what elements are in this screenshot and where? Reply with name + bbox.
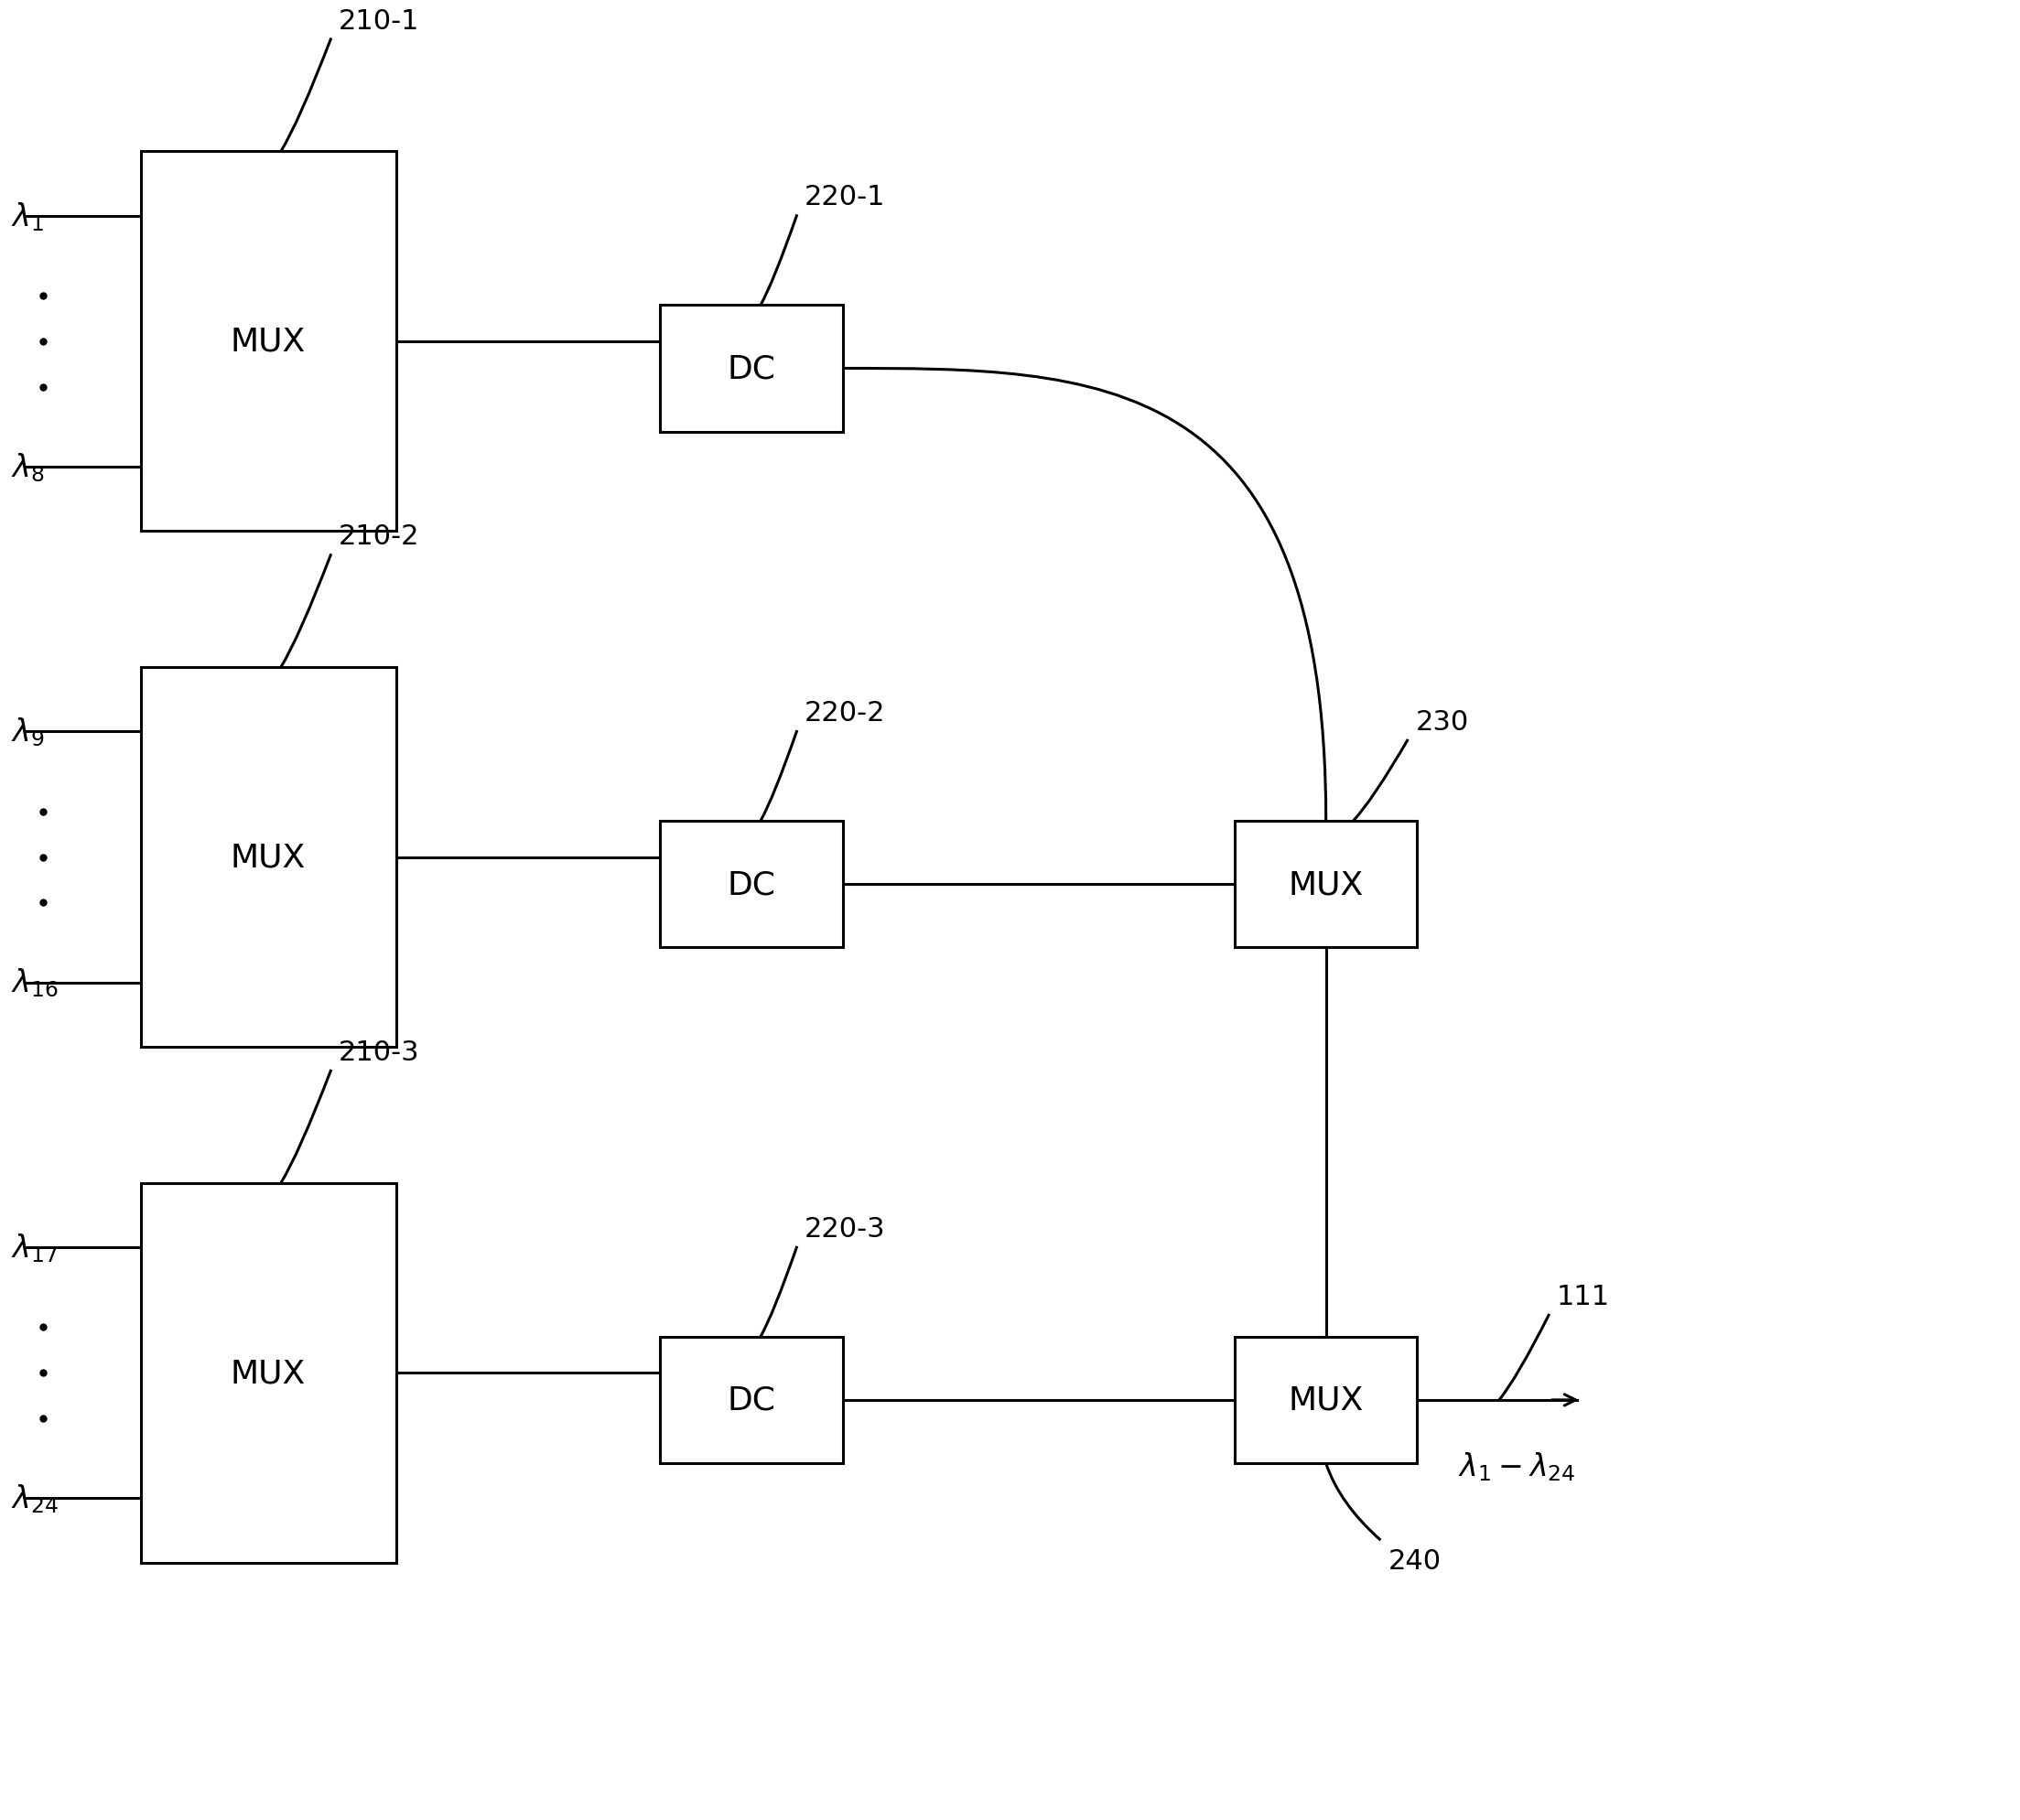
Text: DC: DC: [727, 868, 776, 901]
Text: 210-2: 210-2: [339, 524, 420, 550]
Text: MUX: MUX: [230, 326, 305, 357]
Text: 210-1: 210-1: [339, 7, 420, 35]
Bar: [661, 821, 842, 948]
Text: 230: 230: [1416, 708, 1469, 735]
Text: 220-1: 220-1: [804, 184, 885, 211]
Bar: [1234, 1338, 1418, 1463]
Text: MUX: MUX: [230, 843, 305, 874]
Text: MUX: MUX: [230, 1358, 305, 1389]
Text: 111: 111: [1557, 1283, 1610, 1310]
Text: $\lambda_1$: $\lambda_1$: [10, 200, 44, 233]
Bar: [141, 151, 396, 531]
Text: $\lambda_{16}$: $\lambda_{16}$: [10, 966, 59, 999]
Text: $\lambda_8$: $\lambda_8$: [10, 451, 44, 484]
Bar: [1234, 821, 1418, 948]
Text: $\lambda_{24}$: $\lambda_{24}$: [10, 1481, 59, 1514]
Bar: [661, 1338, 842, 1463]
Text: 220-3: 220-3: [804, 1216, 885, 1241]
Text: 220-2: 220-2: [804, 699, 885, 726]
Text: 240: 240: [1388, 1547, 1440, 1574]
Bar: [141, 1183, 396, 1563]
Text: MUX: MUX: [1289, 868, 1364, 901]
Text: DC: DC: [727, 353, 776, 384]
Text: $\lambda_9$: $\lambda_9$: [10, 715, 44, 748]
Bar: [661, 306, 842, 433]
Text: MUX: MUX: [1289, 1385, 1364, 1416]
Text: $\lambda_1 - \lambda_{24}$: $\lambda_1 - \lambda_{24}$: [1458, 1451, 1576, 1483]
Text: 210-3: 210-3: [339, 1039, 420, 1065]
Bar: [141, 668, 396, 1046]
Text: DC: DC: [727, 1385, 776, 1416]
Text: $\lambda_{17}$: $\lambda_{17}$: [10, 1232, 59, 1263]
